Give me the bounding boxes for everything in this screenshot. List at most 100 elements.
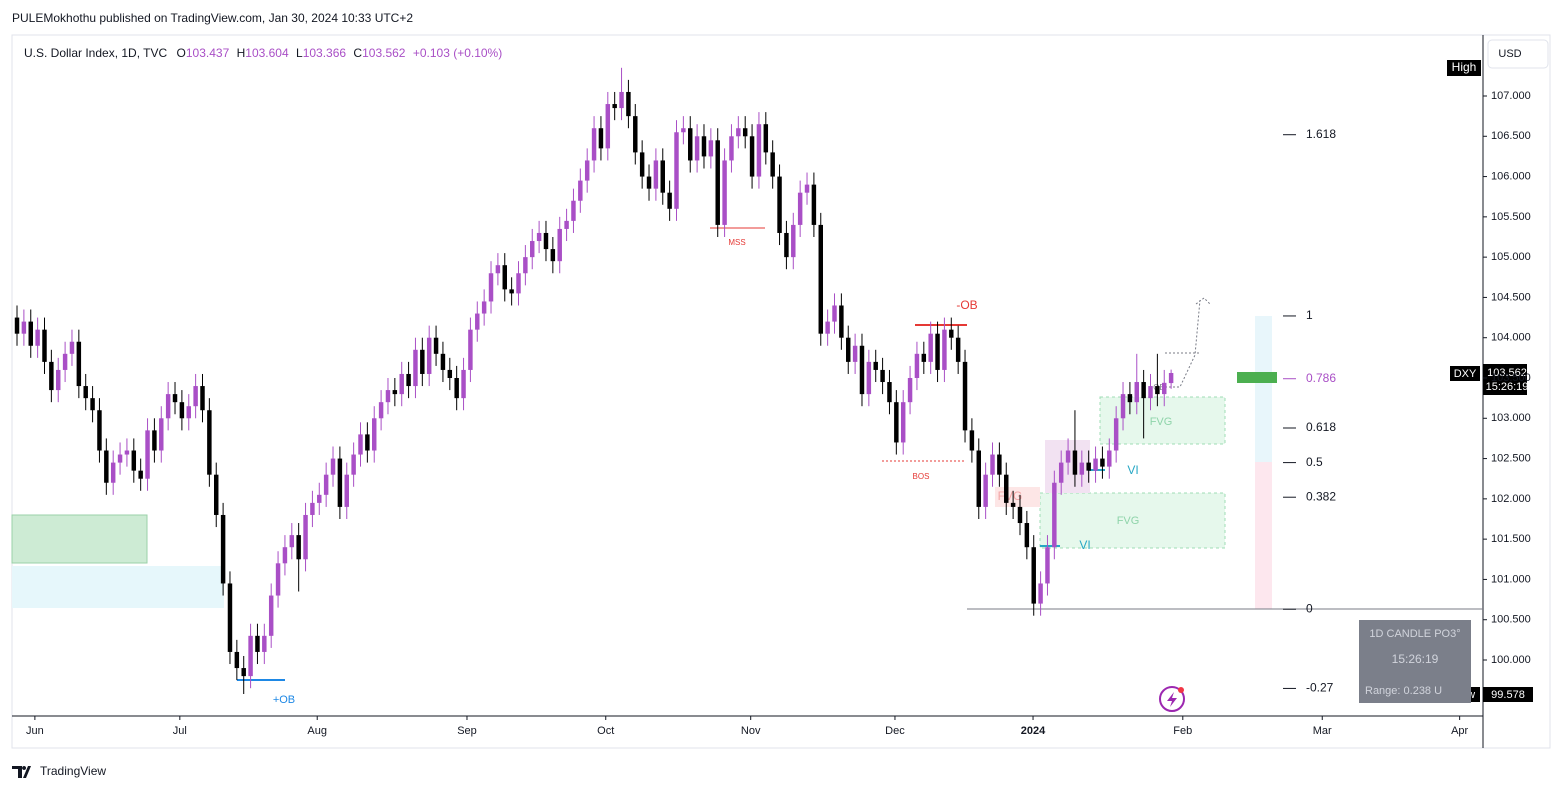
candle-body bbox=[694, 136, 700, 161]
candle-body bbox=[1058, 462, 1064, 483]
candle-body bbox=[399, 373, 404, 395]
candle-body bbox=[914, 353, 920, 378]
symbol-box bbox=[1450, 366, 1480, 381]
candle-body bbox=[406, 373, 411, 387]
candle-body bbox=[124, 450, 130, 455]
fib-label: -0.27 bbox=[1306, 681, 1334, 695]
candle-body bbox=[619, 91, 624, 109]
candle-body bbox=[420, 349, 425, 374]
candle-body bbox=[97, 410, 102, 451]
candle-body bbox=[749, 136, 755, 177]
candle-body bbox=[612, 104, 617, 109]
candle-body bbox=[179, 402, 185, 419]
candle-body bbox=[282, 547, 288, 564]
candle-body bbox=[880, 369, 885, 383]
candle-body bbox=[681, 128, 686, 133]
candle-body bbox=[1155, 386, 1160, 395]
y-tick-label: 101.000 bbox=[1491, 573, 1531, 585]
candle-body bbox=[935, 333, 940, 370]
candle-body bbox=[145, 430, 150, 479]
candle-body bbox=[797, 192, 803, 225]
candle-body bbox=[1004, 474, 1009, 503]
candle-body bbox=[1024, 523, 1030, 548]
annotation: BOS bbox=[913, 472, 930, 481]
candle-body bbox=[14, 317, 20, 334]
candle-body bbox=[337, 458, 343, 507]
x-tick-label: Sep bbox=[457, 725, 477, 737]
zone-box bbox=[12, 566, 224, 608]
candle-body bbox=[165, 394, 171, 419]
candle-body bbox=[777, 176, 782, 233]
y-tick-label: 100.000 bbox=[1491, 654, 1531, 666]
candle-body bbox=[28, 321, 33, 346]
annotation: VI bbox=[1079, 538, 1090, 552]
candle-body bbox=[1045, 547, 1050, 584]
annotation: -OB bbox=[956, 298, 977, 312]
candle-body bbox=[846, 337, 851, 362]
candle-body bbox=[1072, 450, 1078, 475]
candle-body bbox=[832, 305, 837, 322]
candle-body bbox=[598, 128, 604, 149]
candle-body bbox=[791, 224, 796, 258]
candle-body bbox=[268, 595, 274, 636]
fib-zone bbox=[1255, 462, 1272, 609]
candle-body bbox=[770, 152, 775, 177]
candle-body bbox=[1162, 382, 1167, 395]
zone-box bbox=[11, 514, 148, 564]
ohlc-label: O bbox=[177, 46, 186, 60]
candle-body bbox=[811, 184, 817, 225]
alert-bolt bbox=[1167, 692, 1177, 707]
candle-body bbox=[1052, 482, 1057, 548]
candle-body bbox=[722, 160, 727, 225]
candle-body bbox=[90, 398, 95, 411]
y-tick-label: 101.500 bbox=[1491, 533, 1531, 545]
candle-body bbox=[255, 635, 260, 652]
fib-label: 1 bbox=[1306, 308, 1313, 322]
annotation: VI bbox=[1127, 463, 1138, 477]
symbol-title: U.S. Dollar Index, 1D, TVC bbox=[24, 46, 167, 60]
candle-body bbox=[351, 454, 356, 475]
x-tick-label: Nov bbox=[741, 725, 761, 737]
currency-button[interactable] bbox=[1487, 39, 1549, 69]
candle-body bbox=[447, 369, 453, 378]
candle-body bbox=[220, 514, 226, 584]
ohlc-value: 103.366 bbox=[303, 46, 347, 60]
candle-body bbox=[475, 313, 480, 330]
candle-body bbox=[227, 583, 233, 652]
ohlc-value: 103.562 bbox=[362, 46, 406, 60]
candle-body bbox=[83, 386, 88, 399]
candle-body bbox=[385, 390, 391, 403]
marker-box bbox=[1237, 372, 1277, 383]
candle-body bbox=[900, 402, 906, 443]
widget-timer: 15:26:19 bbox=[1392, 652, 1439, 666]
ohlc-label: L bbox=[296, 46, 303, 60]
candle-body bbox=[894, 402, 899, 443]
candle-body bbox=[21, 321, 27, 334]
alert-icon[interactable] bbox=[1159, 686, 1185, 712]
fib-label: 0 bbox=[1306, 601, 1313, 615]
fib-label: 1.618 bbox=[1306, 127, 1336, 141]
candle-body bbox=[481, 301, 487, 314]
candle-body bbox=[839, 305, 844, 338]
annotation: FVG bbox=[1117, 515, 1140, 527]
y-tick-label: 100.500 bbox=[1491, 614, 1531, 626]
candle-body bbox=[852, 345, 858, 362]
y-tick-label: 103.000 bbox=[1491, 412, 1531, 424]
candle-body bbox=[536, 232, 542, 242]
candle-body bbox=[1120, 394, 1126, 419]
candle-body bbox=[35, 329, 40, 346]
candle-body bbox=[804, 184, 810, 193]
x-tick-label: Feb bbox=[1173, 725, 1192, 737]
candle-body bbox=[1017, 506, 1023, 524]
candle-body bbox=[186, 406, 191, 419]
candle-body bbox=[742, 128, 748, 137]
candle-body bbox=[1107, 450, 1112, 467]
candle-body bbox=[584, 160, 590, 181]
candle-body bbox=[433, 337, 439, 354]
fib-label: 0.618 bbox=[1306, 420, 1336, 434]
low-value: 99.578 bbox=[1491, 689, 1525, 701]
candle-body bbox=[49, 361, 54, 391]
candle-body bbox=[708, 140, 714, 157]
y-tick-label: 106.000 bbox=[1491, 170, 1531, 182]
